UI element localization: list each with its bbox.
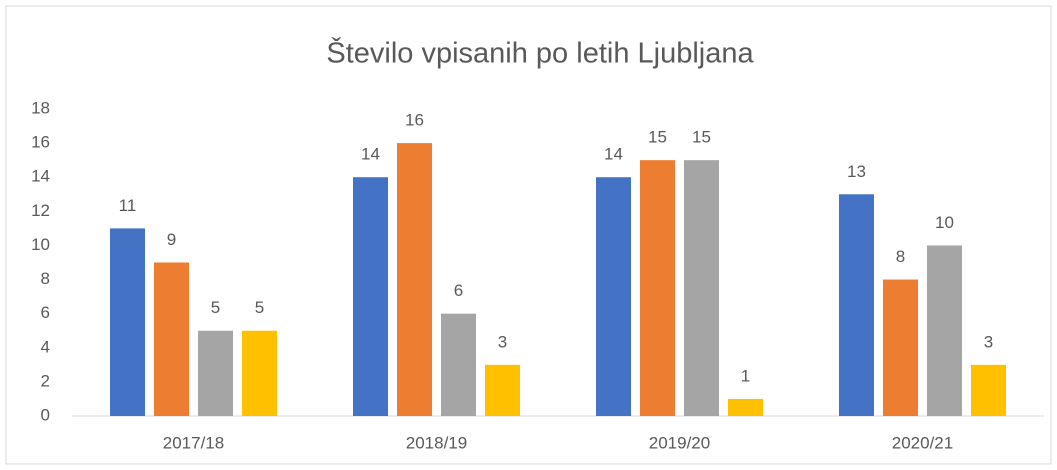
bar xyxy=(971,364,1006,416)
data-label: 14 xyxy=(361,145,380,164)
bar xyxy=(684,160,719,416)
bar xyxy=(485,364,520,416)
data-label: 5 xyxy=(255,298,264,317)
data-label: 8 xyxy=(896,247,905,266)
bar xyxy=(242,330,277,416)
data-label: 14 xyxy=(604,145,623,164)
y-tick-label: 16 xyxy=(31,133,50,152)
bar xyxy=(883,279,918,416)
bar xyxy=(839,194,874,416)
data-label: 15 xyxy=(648,128,667,147)
bar xyxy=(927,245,962,416)
x-tick-label: 2018/19 xyxy=(406,433,467,452)
data-label: 3 xyxy=(984,332,993,351)
y-tick-label: 18 xyxy=(31,98,50,117)
bar xyxy=(154,262,189,416)
y-tick-label: 12 xyxy=(31,201,50,220)
data-label: 16 xyxy=(405,111,424,130)
bar xyxy=(596,177,631,416)
bar xyxy=(353,177,388,416)
y-tick-label: 6 xyxy=(41,303,50,322)
data-label: 3 xyxy=(498,332,507,351)
bar xyxy=(441,313,476,416)
data-label: 9 xyxy=(167,230,176,249)
bar xyxy=(198,330,233,416)
y-tick-label: 14 xyxy=(31,167,50,186)
x-tick-label: 2020/21 xyxy=(892,433,953,452)
data-label: 1 xyxy=(741,366,750,385)
y-tick-label: 0 xyxy=(41,405,50,424)
bar xyxy=(397,143,432,416)
data-label: 11 xyxy=(119,196,137,215)
x-tick-label: 2019/20 xyxy=(649,433,710,452)
data-label: 15 xyxy=(692,128,711,147)
y-tick-label: 2 xyxy=(41,371,50,390)
bar xyxy=(728,398,763,416)
data-label: 13 xyxy=(847,162,866,181)
data-label: 5 xyxy=(211,298,220,317)
y-tick-label: 4 xyxy=(41,337,50,356)
y-tick-label: 8 xyxy=(41,269,50,288)
bar xyxy=(110,228,145,416)
x-tick-label: 2017/18 xyxy=(163,433,224,452)
bar xyxy=(640,160,675,416)
y-tick-label: 10 xyxy=(31,235,50,254)
data-label: 6 xyxy=(454,281,463,300)
chart-title: Število vpisanih po letih Ljubljana xyxy=(326,36,754,70)
data-label: 10 xyxy=(935,213,954,232)
